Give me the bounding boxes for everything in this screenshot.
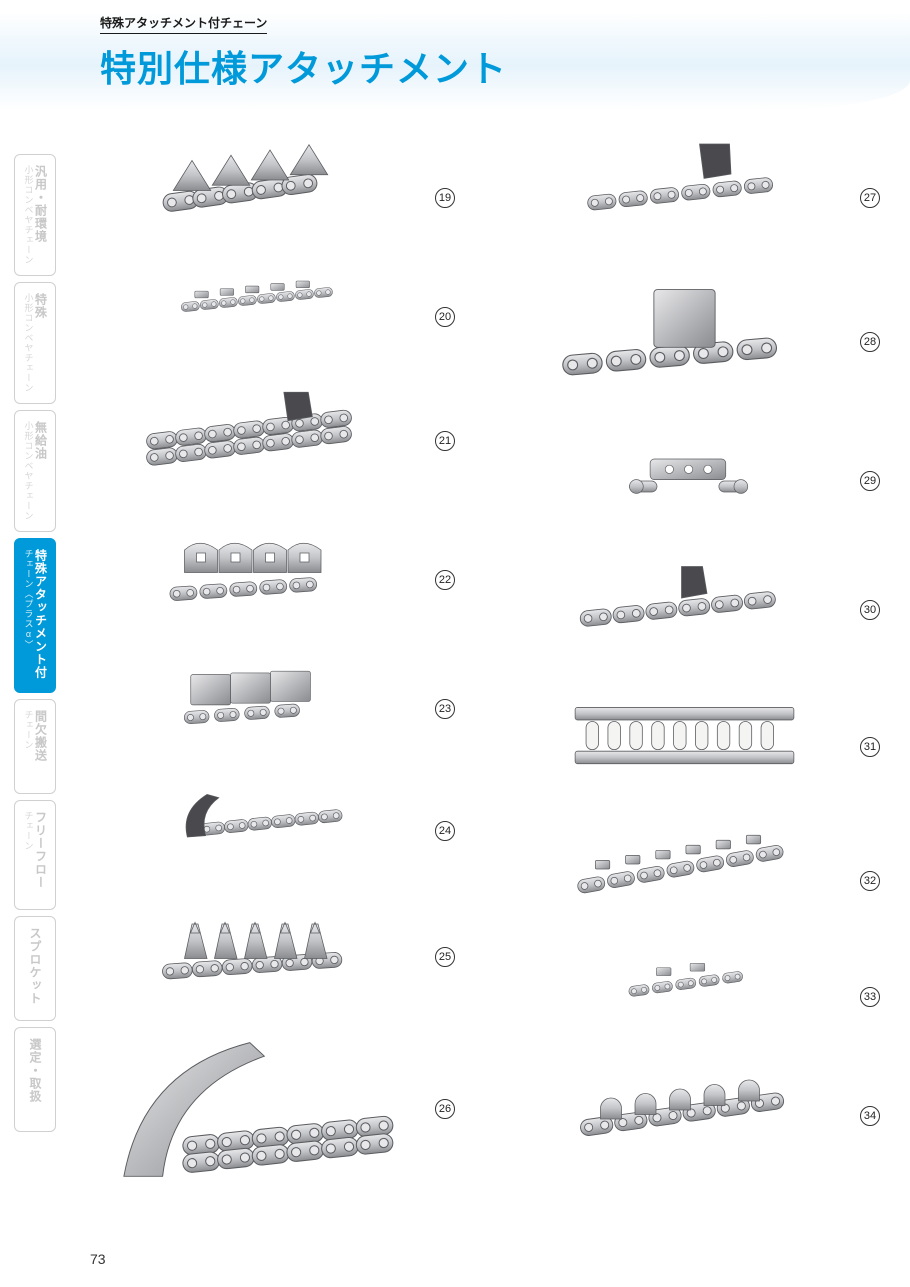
catalog-item: 20	[90, 272, 455, 362]
catalog-item: 26	[90, 1031, 455, 1186]
sidebar-tabs: 小形コンベヤチェーン汎用・耐環境小形コンベヤチェーン特殊小形コンベヤチェーン無給…	[14, 154, 56, 1132]
sidebar-tab[interactable]: 小形コンベヤチェーン汎用・耐環境	[14, 154, 56, 276]
product-image	[515, 684, 854, 809]
item-number-badge: 27	[860, 188, 880, 208]
product-image	[90, 778, 429, 883]
product-image	[515, 426, 854, 536]
sidebar-tab-main: 間欠搬送	[35, 710, 47, 762]
catalog-item: 25	[90, 897, 455, 1017]
sidebar-tab[interactable]: 選定・取扱	[14, 1027, 56, 1132]
sidebar-tab[interactable]: チェーン間欠搬送	[14, 699, 56, 794]
product-image	[90, 376, 429, 506]
catalog-item: 32	[515, 823, 880, 938]
catalog-grid: 19	[90, 138, 880, 1186]
sidebar-tab-sub: 小形コンベヤチェーン	[24, 421, 33, 521]
catalog-item: 23	[90, 654, 455, 764]
item-number-badge: 33	[860, 987, 880, 1007]
catalog-item: 30	[515, 550, 880, 670]
product-image	[90, 897, 429, 1017]
catalog-item: 27	[515, 138, 880, 258]
item-number-badge: 28	[860, 332, 880, 352]
sidebar-tab-main: フリーフロー	[35, 811, 47, 889]
product-image	[515, 823, 854, 938]
header-overline: 特殊アタッチメント付チェーン	[100, 14, 267, 34]
catalog-column-right: 27 28	[515, 138, 880, 1186]
sidebar-tab[interactable]: スプロケット	[14, 916, 56, 1021]
catalog-item: 28	[515, 272, 880, 412]
sidebar-tab[interactable]: 小形コンベヤチェーン無給油	[14, 410, 56, 532]
sidebar-tab-main: 特殊	[35, 293, 47, 319]
product-image	[515, 952, 854, 1042]
item-number-badge: 19	[435, 188, 455, 208]
catalog-item: 22	[90, 520, 455, 640]
catalog-item: 19	[90, 138, 455, 258]
item-number-badge: 21	[435, 431, 455, 451]
item-number-badge: 34	[860, 1106, 880, 1126]
sidebar-tab-main: 選定・取扱	[29, 1038, 41, 1103]
product-image	[90, 654, 429, 764]
sidebar-tab-sub: チェーン〈プラスα〉	[24, 549, 33, 650]
page-title: 特別仕様アタッチメント	[100, 40, 507, 92]
catalog-item: 29	[515, 426, 880, 536]
catalog-item: 33	[515, 952, 880, 1042]
sidebar-tab-main: 汎用・耐環境	[35, 165, 47, 243]
catalog-item: 24	[90, 778, 455, 883]
item-number-badge: 30	[860, 600, 880, 620]
product-image	[515, 272, 854, 412]
product-image	[90, 138, 429, 258]
sidebar-tab[interactable]: チェーンフリーフロー	[14, 800, 56, 910]
item-number-badge: 20	[435, 307, 455, 327]
item-number-badge: 22	[435, 570, 455, 590]
item-number-badge: 32	[860, 871, 880, 891]
sidebar-tab[interactable]: チェーン〈プラスα〉特殊アタッチメント付	[14, 538, 56, 693]
sidebar-tab-sub: 小形コンベヤチェーン	[24, 165, 33, 265]
catalog-item: 21	[90, 376, 455, 506]
item-number-badge: 29	[860, 471, 880, 491]
sidebar-tab-sub: チェーン	[24, 811, 33, 851]
product-image	[90, 1031, 429, 1186]
sidebar-tab-main: スプロケット	[29, 927, 41, 1005]
sidebar-tab-sub: チェーン	[24, 710, 33, 750]
item-number-badge: 23	[435, 699, 455, 719]
catalog-item: 31	[515, 684, 880, 809]
page-number: 73	[90, 1251, 106, 1267]
sidebar-tab[interactable]: 小形コンベヤチェーン特殊	[14, 282, 56, 404]
catalog-item: 34	[515, 1056, 880, 1176]
item-number-badge: 31	[860, 737, 880, 757]
item-number-badge: 26	[435, 1099, 455, 1119]
product-image	[90, 520, 429, 640]
product-image	[515, 138, 854, 258]
product-image	[90, 272, 429, 362]
sidebar-tab-main: 特殊アタッチメント付	[35, 549, 47, 679]
sidebar-tab-main: 無給油	[35, 421, 47, 460]
product-image	[515, 550, 854, 670]
sidebar-tab-sub: 小形コンベヤチェーン	[24, 293, 33, 393]
catalog-column-left: 19	[90, 138, 455, 1186]
header: 特殊アタッチメント付チェーン 特別仕様アタッチメント	[100, 14, 507, 92]
item-number-badge: 24	[435, 821, 455, 841]
item-number-badge: 25	[435, 947, 455, 967]
product-image	[515, 1056, 854, 1176]
